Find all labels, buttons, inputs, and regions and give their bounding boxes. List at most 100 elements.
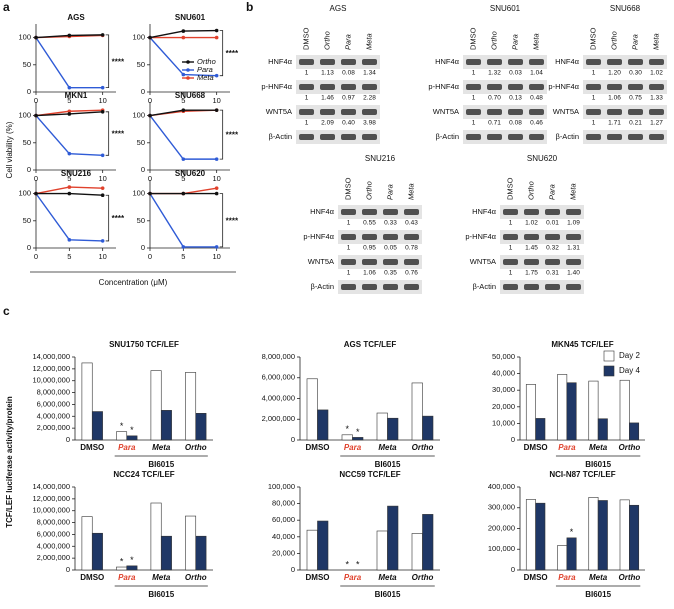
x-tick-label: 10 [98,174,106,183]
lane-label: DMSO [505,177,514,200]
band [566,234,581,240]
y-tick-label: 14,000,000 [32,482,70,491]
significance: * [120,556,124,566]
y-tick-label: 60,000 [272,515,295,524]
panel-label: a [3,0,10,14]
point [67,33,72,38]
point [214,73,219,78]
bar [91,532,103,571]
band [383,209,398,215]
x-tick-label: Ortho [618,443,640,452]
blot-strip [338,205,422,219]
series-line [149,193,217,248]
y-tick-label: 10,000,000 [32,506,70,515]
y-tick-label: 40,000 [492,369,515,378]
quantification: 1 [509,245,513,252]
y-tick-label: 50,000 [492,352,515,361]
y-tick-label: 4,000,000 [37,541,70,550]
protein-label: WNT5A [433,107,459,116]
y-axis-label: Cell viability (%) [5,121,14,178]
bar [535,502,546,571]
band [341,209,356,215]
x-tick-label: 10 [98,96,106,105]
bar [422,514,434,571]
quantification: 0.35 [384,270,397,277]
x-tick-label: Meta [152,443,171,452]
chart-title: MKN45 TCF/LEF [551,340,613,349]
bar [588,497,599,571]
lane-label: DMSO [468,27,477,50]
protein-label: β-Actin [473,282,497,291]
chart-title: SNU1750 TCF/LEF [109,340,179,349]
band [566,284,581,290]
significance: * [120,421,124,431]
x-tick-label: 5 [67,96,71,105]
significance: **** [226,216,239,225]
band [586,84,601,90]
y-tick-label: 2,000,000 [262,414,295,423]
band [628,59,643,65]
band [320,109,335,115]
bar [352,437,364,441]
protein-label: WNT5A [553,107,579,116]
bar [557,374,568,441]
lane-label: Para [385,184,394,200]
bar [341,434,353,441]
lane-label: Para [630,34,639,50]
bar [525,384,536,441]
significance: * [356,427,360,437]
bar [566,537,577,571]
quantification: 1.32 [488,70,501,77]
quantification: 0.55 [363,220,376,227]
quantification: 0.95 [363,245,376,252]
point [100,186,105,190]
quantification: 1 [592,70,596,77]
quantification: 0.13 [509,95,522,102]
point [148,113,152,118]
x-tick-label: DMSO [524,443,548,452]
quantification: 1.09 [567,220,580,227]
band [341,59,356,65]
x-tick-label: 5 [67,252,71,261]
quantification: 1 [472,95,476,102]
bar [387,417,399,441]
quantification: 1.46 [321,95,334,102]
quantification: 1.02 [650,70,663,77]
chart-title: NCC24 TCF/LEF [113,470,174,479]
chart-title: NCI-N87 TCF/LEF [549,470,615,479]
quantification: 0.30 [629,70,642,77]
lane-label: Meta [364,33,373,50]
chart-title: SNU668 [175,91,206,100]
band [362,59,377,65]
band [299,134,314,140]
band [487,134,502,140]
y-tick-label: 8,000,000 [37,388,70,397]
lane-label: Ortho [526,181,535,200]
blot-strip [463,130,547,144]
x-tick-label: 5 [181,252,185,261]
significance: * [345,424,349,434]
point [67,191,72,196]
x-tick-label: 0 [34,96,38,105]
chart-title: SNU620 [175,169,206,178]
y-tick-label: 10,000,000 [32,376,70,385]
bar [619,379,630,441]
bar [185,515,197,571]
y-tick-label: 14,000,000 [32,352,70,361]
y-tick-label: 50 [23,138,31,147]
protein-label: HNF4α [472,207,497,216]
chart-title: AGS [67,13,85,22]
quantification: 0.31 [546,270,559,277]
y-tick-label: 100 [132,189,145,198]
quantification: 1 [592,120,596,127]
quantification: 0.05 [384,245,397,252]
band [487,84,502,90]
quantification: 0.32 [546,245,559,252]
x-tick-label: Ortho [412,443,434,452]
quantification: 2.28 [363,95,376,102]
x-tick-label: DMSO [524,573,548,582]
lane-label: Ortho [609,31,618,50]
band [383,284,398,290]
panel-label: b [246,0,253,14]
chart-title: SNU216 [61,169,92,178]
